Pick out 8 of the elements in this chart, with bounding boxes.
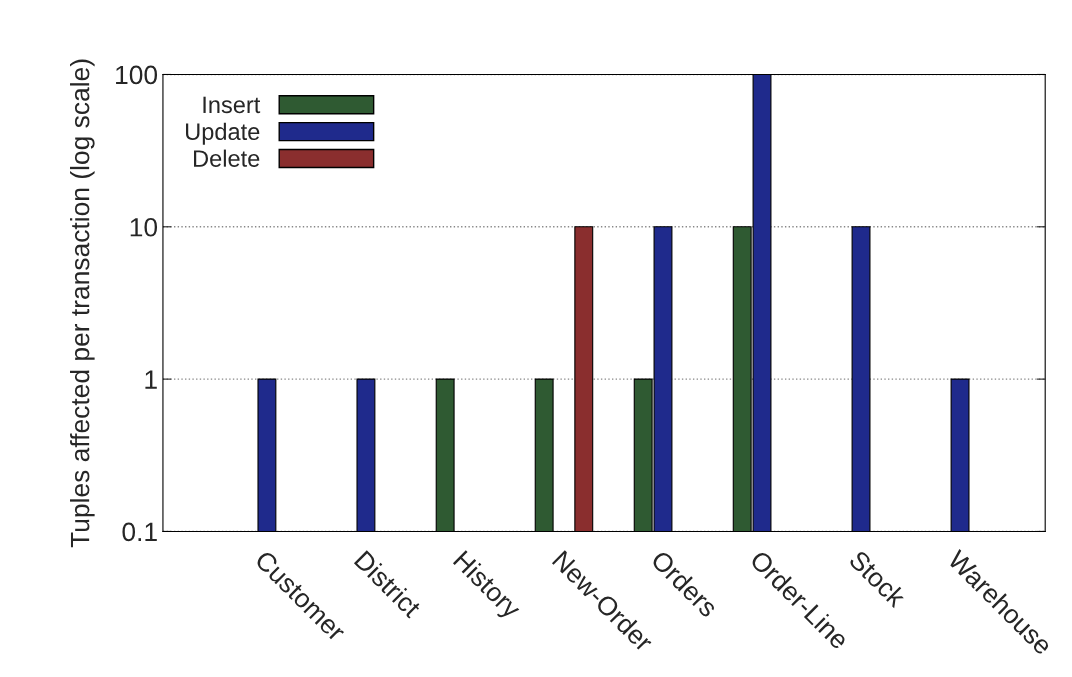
legend-label: Delete (194, 149, 260, 167)
y-tick-label: 0.1 (122, 522, 157, 542)
y-axis-title: Tuples affected per transaction (log scale) (70, 59, 95, 548)
y-tick-label: 1 (145, 370, 157, 389)
legend-label: Update (186, 122, 260, 145)
legend-label: Insert (203, 96, 261, 114)
y-tick-label: 10 (130, 217, 158, 237)
y-tick-label: 100 (116, 65, 158, 85)
